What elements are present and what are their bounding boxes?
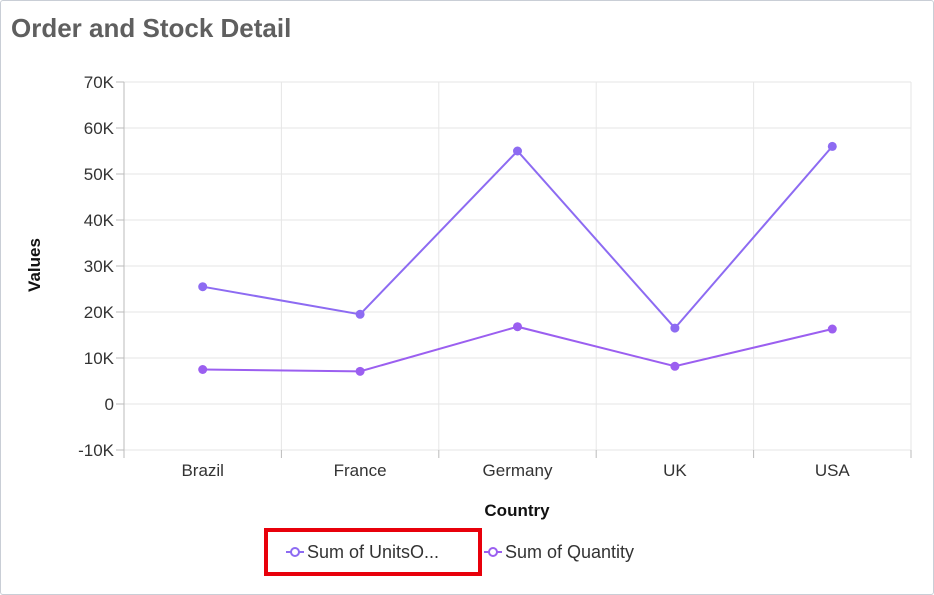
series-layer [198, 141, 837, 376]
y-tick-label: 50K [84, 165, 115, 184]
x-tick-label: France [334, 461, 387, 480]
data-point[interactable] [513, 146, 522, 156]
highlight-box [264, 528, 482, 576]
y-tick-label: 40K [84, 211, 115, 230]
y-tick-label: 0 [105, 395, 114, 414]
legend-label: Sum of Quantity [505, 542, 634, 562]
y-tick-label: 60K [84, 119, 115, 138]
x-tick-label: USA [815, 461, 851, 480]
data-point[interactable] [513, 322, 522, 332]
legend-marker-icon [488, 547, 498, 557]
y-axis-title: Values [25, 238, 44, 292]
x-tick-label: Brazil [181, 461, 224, 480]
data-point[interactable] [198, 282, 208, 292]
x-tick-label: UK [663, 461, 687, 480]
legend-label: Sum of UnitsO... [307, 542, 439, 562]
data-point[interactable] [355, 366, 365, 376]
x-axis-title: Country [484, 501, 550, 520]
legend-item-0[interactable]: Sum of UnitsO... [286, 542, 439, 562]
data-point[interactable] [827, 141, 837, 151]
y-tick-label: 30K [84, 257, 115, 276]
grid-lines [123, 81, 912, 451]
legend-marker-icon [290, 547, 300, 557]
y-tick-label: 70K [84, 73, 115, 92]
chart-title: Order and Stock Detail [11, 13, 292, 43]
data-point[interactable] [198, 365, 208, 374]
legend-item-1[interactable]: Sum of Quantity [484, 542, 634, 562]
data-point[interactable] [670, 323, 680, 333]
data-point[interactable] [827, 324, 837, 334]
y-axis-ticks: -10K 0 10K 20K 30K 40K 50K 60K 70K [78, 73, 124, 460]
y-tick-label: 10K [84, 349, 115, 368]
y-tick-label: -10K [78, 441, 115, 460]
data-point[interactable] [670, 361, 680, 371]
legend: Sum of UnitsO... Sum of Quantity [264, 528, 634, 576]
x-axis-ticks: Brazil France Germany UK USA [123, 450, 912, 480]
data-point[interactable] [355, 309, 365, 319]
series-line-1 [202, 325, 833, 373]
x-tick-label: Germany [483, 461, 553, 480]
y-tick-label: 20K [84, 303, 115, 322]
